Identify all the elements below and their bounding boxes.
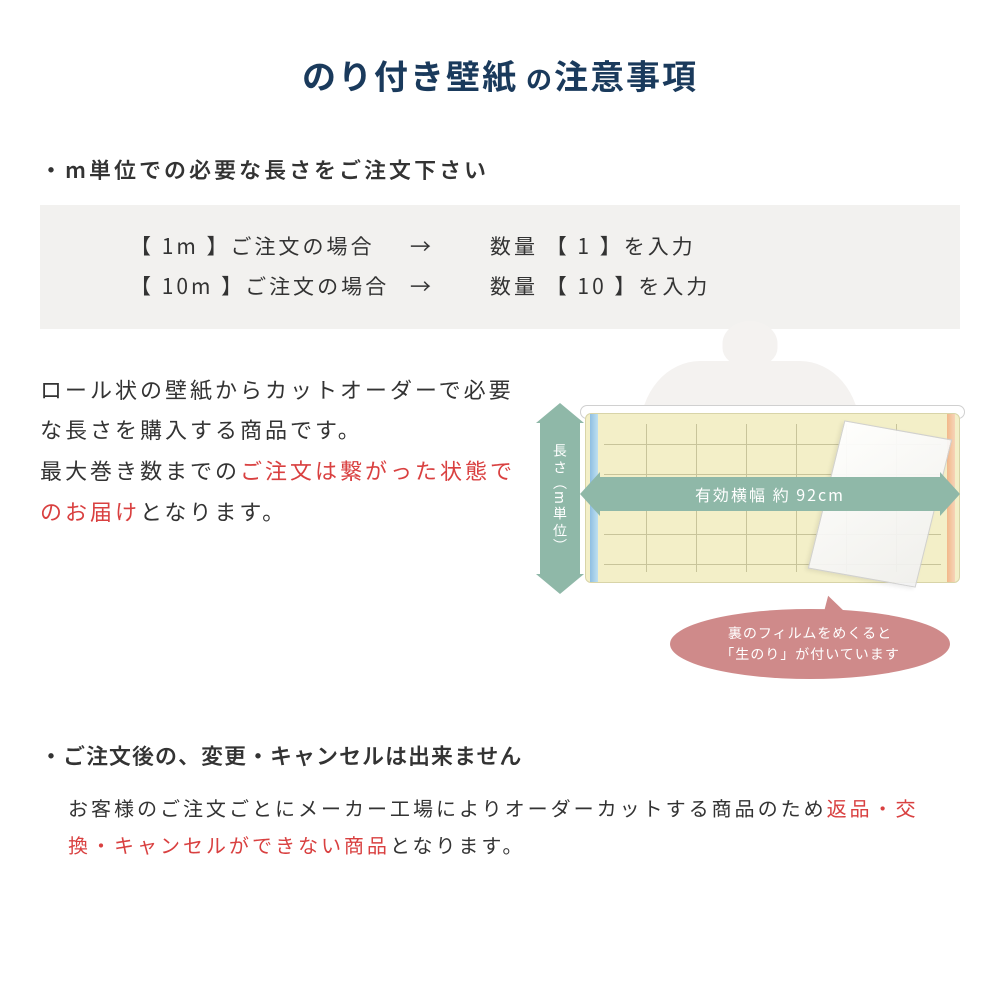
example-right: 数量 【 10 】を入力 — [490, 267, 710, 307]
middle-section: ロール状の壁紙からカットオーダーで必要な長さを購入する商品です。 最大巻き数まで… — [40, 369, 960, 649]
bubble-line2: 「生のり」が付いています — [720, 644, 900, 664]
width-label: 有効横幅 約 92cm — [695, 482, 845, 506]
section2-body-a: お客様のご注文ごとにメーカー工場によりオーダーカットする商品のため — [68, 793, 827, 822]
info-bubble: 裏のフィルムをめくると 「生のり」が付いています — [670, 609, 950, 679]
title-connector: の — [518, 60, 554, 97]
bubble-line1: 裏のフィルムをめくると — [728, 623, 892, 643]
example-left: 【 10m 】ご注文の場合 — [130, 267, 410, 307]
example-row: 【 1m 】ご注文の場合 → 数量 【 1 】を入力 — [130, 227, 920, 267]
title-main: のり付き壁紙 — [302, 50, 518, 99]
product-diagram: 長さ（m単位） 有効横幅 約 92cm 裏のフィルムをめくると 「生のり」が付い… — [540, 369, 960, 649]
length-arrow: 長さ（m単位） — [540, 421, 580, 576]
length-label: 長さ（m単位） — [550, 443, 570, 554]
arrow-icon: → — [410, 227, 490, 267]
section2-heading: ・ご注文後の、変更・キャンセルは出来ません — [40, 739, 960, 771]
example-left: 【 1m 】ご注文の場合 — [130, 227, 410, 267]
example-right: 数量 【 1 】を入力 — [490, 227, 696, 267]
width-arrow: 有効横幅 約 92cm — [598, 477, 942, 511]
section2-body: お客様のご注文ごとにメーカー工場によりオーダーカットする商品のため返品・交換・キ… — [40, 789, 960, 863]
example-row: 【 10m 】ご注文の場合 → 数量 【 10 】を入力 — [130, 267, 920, 307]
title-suffix: 注意事項 — [554, 50, 698, 99]
arrow-icon: → — [410, 267, 490, 307]
middle-line2a: 最大巻き数までの — [40, 454, 240, 486]
middle-line1: ロール状の壁紙からカットオーダーで必要な長さを購入する商品です。 — [40, 373, 514, 446]
middle-line2c: となります。 — [140, 495, 287, 527]
middle-text: ロール状の壁紙からカットオーダーで必要な長さを購入する商品です。 最大巻き数まで… — [40, 369, 520, 649]
page-title: のり付き壁紙 の注意事項 — [40, 50, 960, 99]
section2-body-c: となります。 — [390, 830, 525, 859]
section1-heading: ・m単位での必要な長さをご注文下さい — [40, 153, 960, 185]
example-box: 【 1m 】ご注文の場合 → 数量 【 1 】を入力 【 10m 】ご注文の場合… — [40, 205, 960, 329]
